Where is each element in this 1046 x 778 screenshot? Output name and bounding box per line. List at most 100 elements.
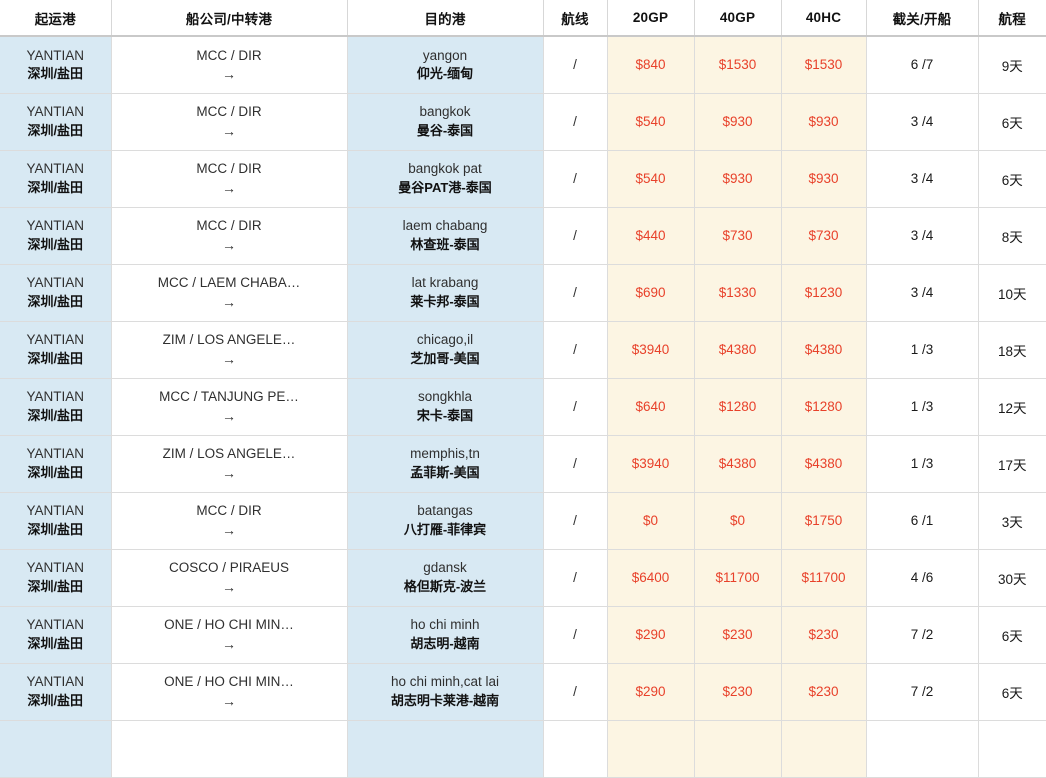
column-header-origin[interactable]: 起运港 [0,0,112,37]
transship-arrow-icon: → [222,692,236,709]
price-20gp-cell: $290 [607,663,695,721]
carrier-transship-cell: MCC / DIR → [111,150,348,208]
origin-port-cell: YANTIAN 深圳/盐田 [0,492,112,550]
carrier-name: MCC / DIR [196,161,262,177]
transit-time-cell: 17天 [978,435,1046,493]
price-20gp-cell: $690 [607,264,695,322]
table-row[interactable]: YANTIAN 深圳/盐田 MCC / DIR → batangas 八打雁-菲律宾 / $0… [0,492,1046,550]
origin-port-name-cn: 深圳/盐田 [27,521,84,537]
destination-port-name-cn: 宋卡-泰国 [416,407,474,423]
transit-time-cell: 3天 [978,492,1046,550]
column-header-40hc[interactable]: 40HC [781,0,867,37]
price-20gp-cell [607,720,695,778]
destination-port-name-en: songkhla [417,389,473,405]
destination-port-name-cn: 仰光-缅甸 [416,66,474,82]
price-40gp-cell: $230 [694,663,782,721]
column-header-20gp[interactable]: 20GP [607,0,695,37]
cutoff-sailing-cell: 1 /3 [866,435,979,493]
price-40hc-cell: $930 [781,93,867,151]
column-header-lane[interactable]: 航线 [543,0,608,37]
table-row[interactable]: YANTIAN 深圳/盐田 MCC / DIR → laem chabang 林查班-泰国… [0,207,1046,265]
table-row[interactable]: YANTIAN 深圳/盐田 COSCO / PIRAEUS → gdansk 格但斯克-波… [0,549,1046,607]
price-20gp-value: $540 [635,171,666,186]
price-40hc-value: $11700 [801,570,846,585]
origin-port-name-cn: 深圳/盐田 [27,66,84,82]
carrier-name: MCC / DIR [196,503,262,519]
lane-cell: / [543,264,608,322]
price-20gp-value: $290 [635,627,666,642]
origin-port-name-cn: 深圳/盐田 [27,293,84,309]
destination-port-cell: ho chi minh,cat lai 胡志明卡莱港-越南 [347,663,544,721]
origin-port-name-cn: 深圳/盐田 [27,635,84,651]
table-body: YANTIAN 深圳/盐田 MCC / DIR → yangon 仰光-缅甸 / $840 $1… [0,36,1046,778]
table-row[interactable]: YANTIAN 深圳/盐田 ONE / HO CHI MIN… → ho chi min… [0,606,1046,664]
destination-port-name-en: chicago,il [416,332,474,348]
transit-time-value: 10天 [997,286,1027,302]
transship-arrow-icon: → [222,407,236,424]
cutoff-sailing-cell: 7 /2 [866,663,979,721]
table-row[interactable]: YANTIAN 深圳/盐田 MCC / DIR → yangon 仰光-缅甸 / $840 $1… [0,36,1046,94]
price-20gp-cell: $0 [607,492,695,550]
price-20gp-value: $3940 [631,342,670,357]
table-row[interactable]: YANTIAN 深圳/盐田 ONE / HO CHI MIN… → ho chi min… [0,663,1046,721]
price-40hc-value: $1280 [804,399,843,414]
transship-arrow-icon: → [222,122,236,139]
table-row[interactable]: YANTIAN 深圳/盐田 ZIM / LOS ANGELE… → chicago,il… [0,321,1046,379]
carrier-transship-cell: ZIM / LOS ANGELE… → [111,435,348,493]
carrier-transship-cell: ONE / HO CHI MIN… → [111,663,348,721]
table-row[interactable]: YANTIAN 深圳/盐田 MCC / LAEM CHABA… → lat kraban… [0,264,1046,322]
price-20gp-value: $540 [635,114,666,129]
transit-time-cell [978,720,1046,778]
table-row[interactable] [0,720,1046,778]
cutoff-sailing-value: 4 /6 [910,570,934,585]
cutoff-sailing-value: 3 /4 [910,285,934,300]
cutoff-sailing-value: 6 /7 [910,57,934,73]
price-40hc-cell: $4380 [781,435,867,493]
lane-value: / [573,285,577,300]
origin-port-cell [0,720,112,778]
table-row[interactable]: YANTIAN 深圳/盐田 MCC / DIR → bangkok 曼谷-泰国 / $540 $… [0,93,1046,151]
carrier-transship-cell: MCC / LAEM CHABA… → [111,264,348,322]
cutoff-sailing-cell [866,720,979,778]
transship-arrow-icon: → [222,578,236,595]
column-header-carrier[interactable]: 船公司/中转港 [111,0,348,37]
price-20gp-value: $3940 [631,456,670,471]
price-40gp-cell: $4380 [694,435,782,493]
column-header-cutoff[interactable]: 截关/开船 [866,0,979,37]
price-40gp-value: $1330 [718,285,757,300]
destination-port-cell: laem chabang 林查班-泰国 [347,207,544,265]
table-row[interactable]: YANTIAN 深圳/盐田 ZIM / LOS ANGELE… → memphis,tn… [0,435,1046,493]
column-header-destination[interactable]: 目的港 [347,0,544,37]
price-40gp-value: $11700 [715,570,760,585]
price-40hc-value: $1750 [804,513,843,528]
column-header-40gp[interactable]: 40GP [694,0,782,37]
price-40gp-value: $1530 [718,57,757,73]
price-40hc-value: $930 [808,171,839,186]
destination-port-cell: memphis,tn 孟菲斯-美国 [347,435,544,493]
transship-arrow-icon: → [222,66,236,83]
transit-time-value: 17天 [997,457,1027,473]
destination-port-name-cn: 孟菲斯-美国 [410,464,480,480]
table-row[interactable]: YANTIAN 深圳/盐田 MCC / TANJUNG PE… → songkhla 宋卡… [0,378,1046,436]
price-20gp-cell: $440 [607,207,695,265]
origin-port-cell: YANTIAN 深圳/盐田 [0,264,112,322]
transship-arrow-icon: → [222,521,236,538]
cutoff-sailing-cell: 3 /4 [866,207,979,265]
transit-time-value: 6天 [1001,172,1023,188]
destination-port-name-cn: 芝加哥-美国 [410,350,480,366]
destination-port-cell: lat krabang 莱卡邦-泰国 [347,264,544,322]
origin-port-cell: YANTIAN 深圳/盐田 [0,36,112,94]
transit-time-value: 3天 [1001,514,1023,530]
origin-port-name-en: YANTIAN [26,104,84,120]
destination-port-name-cn: 八打雁-菲律宾 [403,521,487,537]
column-header-transit[interactable]: 航程 [978,0,1046,37]
transit-time-value: 6天 [1001,628,1023,644]
lane-value: / [573,114,577,129]
price-20gp-value: $440 [635,228,666,243]
table-row[interactable]: YANTIAN 深圳/盐田 MCC / DIR → bangkok pat 曼谷PAT港-… [0,150,1046,208]
origin-port-name-en: YANTIAN [26,161,84,177]
destination-port-cell [347,720,544,778]
lane-cell: / [543,663,608,721]
price-40gp-value: $4380 [718,342,757,357]
cutoff-sailing-value: 3 /4 [910,228,934,243]
